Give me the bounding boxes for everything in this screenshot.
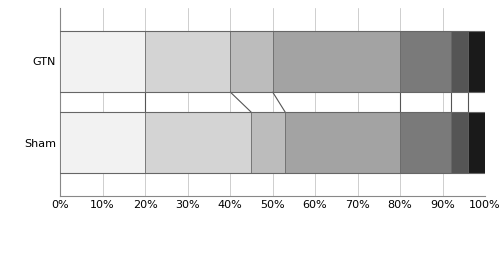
Bar <box>60 31 145 92</box>
Bar <box>252 112 285 174</box>
Bar <box>145 31 230 92</box>
Bar <box>145 112 252 174</box>
Bar <box>451 112 468 174</box>
Bar <box>400 112 451 174</box>
Bar <box>468 31 485 92</box>
Bar <box>60 112 145 174</box>
Bar <box>400 31 451 92</box>
Bar <box>451 31 468 92</box>
Bar <box>230 31 272 92</box>
Bar <box>285 112 400 174</box>
Bar <box>272 31 400 92</box>
Bar <box>468 112 485 174</box>
